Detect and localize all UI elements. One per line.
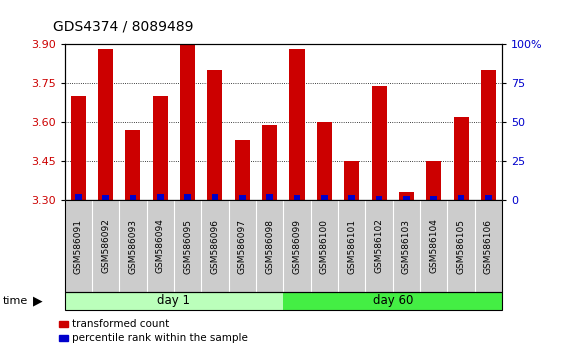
Bar xyxy=(266,194,273,200)
Text: GSM586103: GSM586103 xyxy=(402,218,411,274)
Bar xyxy=(344,161,359,200)
Bar xyxy=(157,194,164,200)
Bar xyxy=(125,130,140,200)
Text: day 1: day 1 xyxy=(158,295,190,307)
Bar xyxy=(180,44,195,200)
Bar xyxy=(399,192,414,200)
Text: GSM586091: GSM586091 xyxy=(73,218,82,274)
Text: GSM586093: GSM586093 xyxy=(128,218,137,274)
Text: percentile rank within the sample: percentile rank within the sample xyxy=(72,333,249,343)
Text: time: time xyxy=(3,296,28,306)
Text: GSM586097: GSM586097 xyxy=(238,218,247,274)
Text: GSM586096: GSM586096 xyxy=(210,218,219,274)
Text: GSM586104: GSM586104 xyxy=(429,218,438,274)
Bar xyxy=(348,195,355,200)
Bar xyxy=(234,140,250,200)
Text: GSM586105: GSM586105 xyxy=(457,218,466,274)
Bar xyxy=(98,50,113,200)
Bar xyxy=(481,70,496,200)
Bar xyxy=(321,195,328,200)
Bar xyxy=(430,196,437,200)
Text: GSM586101: GSM586101 xyxy=(347,218,356,274)
Text: GSM586095: GSM586095 xyxy=(183,218,192,274)
Text: GSM586099: GSM586099 xyxy=(292,218,301,274)
Bar xyxy=(71,96,86,200)
Bar xyxy=(153,96,168,200)
Bar xyxy=(485,195,492,200)
Bar xyxy=(75,194,81,200)
Text: day 60: day 60 xyxy=(373,295,413,307)
Bar xyxy=(184,194,191,200)
Text: transformed count: transformed count xyxy=(72,319,169,329)
Bar xyxy=(208,70,223,200)
Text: GSM586106: GSM586106 xyxy=(484,218,493,274)
Bar xyxy=(376,196,383,200)
Text: GSM586100: GSM586100 xyxy=(320,218,329,274)
Bar xyxy=(371,86,387,200)
Text: GDS4374 / 8089489: GDS4374 / 8089489 xyxy=(53,19,194,34)
Bar xyxy=(293,195,300,200)
Bar xyxy=(102,195,109,200)
Bar xyxy=(239,195,246,200)
Bar xyxy=(458,195,465,200)
Text: GSM586098: GSM586098 xyxy=(265,218,274,274)
Bar xyxy=(130,195,136,200)
Bar xyxy=(211,194,218,200)
Bar xyxy=(426,161,442,200)
Bar xyxy=(262,125,277,200)
Text: GSM586094: GSM586094 xyxy=(156,218,165,274)
Text: GSM586092: GSM586092 xyxy=(101,218,110,274)
Text: GSM586102: GSM586102 xyxy=(375,218,384,274)
Text: ▶: ▶ xyxy=(33,295,42,307)
Bar xyxy=(289,50,305,200)
Bar xyxy=(317,122,332,200)
Bar xyxy=(403,196,410,200)
Bar xyxy=(453,117,468,200)
